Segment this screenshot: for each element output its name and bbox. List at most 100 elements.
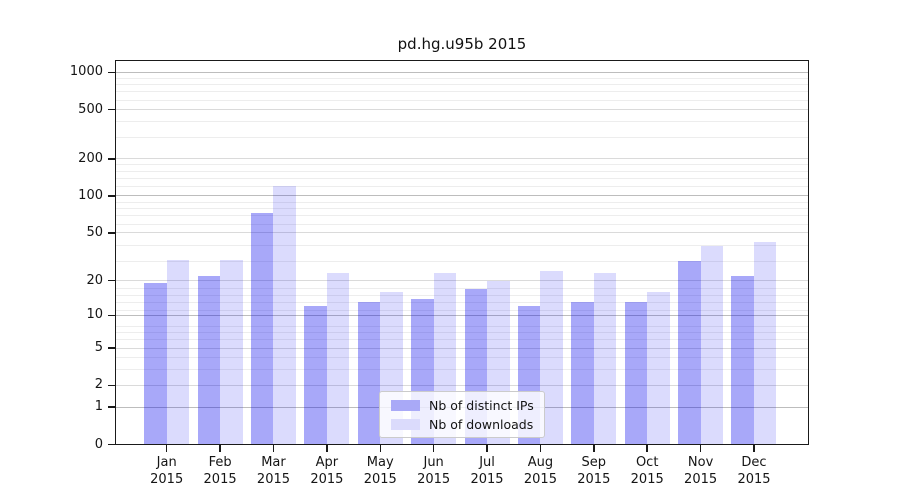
bar-distinct-ips [197,275,221,445]
y-tick [108,443,115,446]
gridline-minor [115,245,809,247]
y-tick-label: 1 [94,399,103,415]
x-tick [272,445,275,452]
bar-distinct-ips [250,212,274,445]
x-tick-label: Jun 2015 [403,454,465,488]
x-tick-label: Jul 2015 [456,454,518,488]
y-tick [108,71,115,74]
bar-downloads [540,271,563,445]
y-tick-label: 0 [94,436,103,452]
gridline-minor [115,339,809,341]
y-tick [108,406,115,408]
y-tick [108,347,115,349]
y-tick [108,384,115,387]
x-tick [165,445,168,452]
y-tick [108,108,115,111]
y-tick-label: 10 [86,307,103,323]
gridline-minor [115,294,809,296]
y-tick-label: 20 [86,272,103,288]
bar-distinct-ips [144,283,167,445]
x-tick-label: Nov 2015 [670,454,732,488]
x-tick-month: Mar [261,455,286,470]
x-tick-label: Feb 2015 [189,454,251,488]
legend-entry-distinct-ips: Nb of distinct IPs [391,398,544,413]
x-tick-month: Aug [527,455,554,470]
gridline-minor [115,77,809,79]
bar-downloads [700,245,724,445]
gridline-major-strong [115,195,809,197]
x-tick-month: Sep [581,455,607,470]
gridline-minor [115,186,809,188]
gridline-minor [115,170,809,172]
gridline-major-light [115,347,809,349]
bar-downloads [166,259,190,445]
x-tick-month: Oct [635,455,659,470]
gridline-minor [115,325,809,327]
x-tick-label: Mar 2015 [242,454,304,488]
x-tick [326,445,328,452]
bar-downloads [326,273,350,445]
y-tick-label: 200 [78,150,103,166]
y-tick-label: 2 [94,377,103,393]
bar-downloads [273,185,296,445]
gridline-major-light [115,232,809,234]
gridline-minor [115,215,809,217]
bar-downloads [593,273,617,445]
bar-distinct-ips [731,275,754,445]
gridline-major-light [115,384,809,386]
bar-distinct-ips [304,306,327,445]
x-tick-label: Oct 2015 [616,454,678,488]
bar-distinct-ips [357,302,381,445]
legend-entry-downloads: Nb of downloads [391,417,544,432]
gridline-major-light [115,158,809,160]
x-tick-month: Nov [687,455,714,470]
x-tick-year: 2015 [630,472,664,487]
chart-title: pd.hg.u95b 2015 [397,35,527,53]
x-tick-year: 2015 [470,472,504,487]
x-tick-year: 2015 [577,472,611,487]
x-tick [432,445,435,452]
x-tick-label: Apr 2015 [296,454,358,488]
bar-downloads [753,241,777,445]
y-tick [108,158,115,160]
bar-distinct-ips [678,261,701,445]
x-tick-month: Dec [741,455,767,470]
y-tick-label: 5 [94,340,103,355]
x-tick [753,445,755,452]
gridline-major-strong [115,71,809,73]
y-tick-label: 500 [78,101,103,117]
plot-area [115,60,809,445]
x-tick [699,445,702,452]
x-tick-year: 2015 [363,472,397,487]
y-tick-label: 1000 [69,64,103,80]
x-tick-label: Aug 2015 [509,454,571,488]
x-tick-year: 2015 [684,472,718,487]
gridline-minor [115,288,809,290]
y-tick [108,279,115,282]
x-tick-month: Jan [156,455,177,470]
x-tick-month: Jun [423,455,444,470]
bar-downloads [220,259,243,445]
gridline-minor [115,223,809,225]
bar-distinct-ips [571,302,594,445]
gridline-minor [115,260,809,262]
bar-distinct-ips [624,302,648,445]
legend-swatch-downloads-icon [391,418,420,430]
gridline-major-light [115,280,809,282]
gridline-major-strong [115,314,809,316]
gridline-minor [115,84,809,86]
x-tick-year: 2015 [256,472,291,487]
gridline-major-light [115,109,809,111]
gridline-minor [115,310,809,312]
x-tick-month: Apr [315,455,339,470]
y-tick [108,195,115,197]
gridline-minor [115,121,809,123]
gridline-minor [115,164,809,166]
gridline-minor [115,99,809,101]
gridline-minor [115,332,809,334]
x-tick-label: Jan 2015 [136,454,198,488]
x-tick-label: Sep 2015 [563,454,625,488]
bar-downloads [647,291,670,445]
x-tick [219,445,221,452]
gridline-minor [115,208,809,210]
